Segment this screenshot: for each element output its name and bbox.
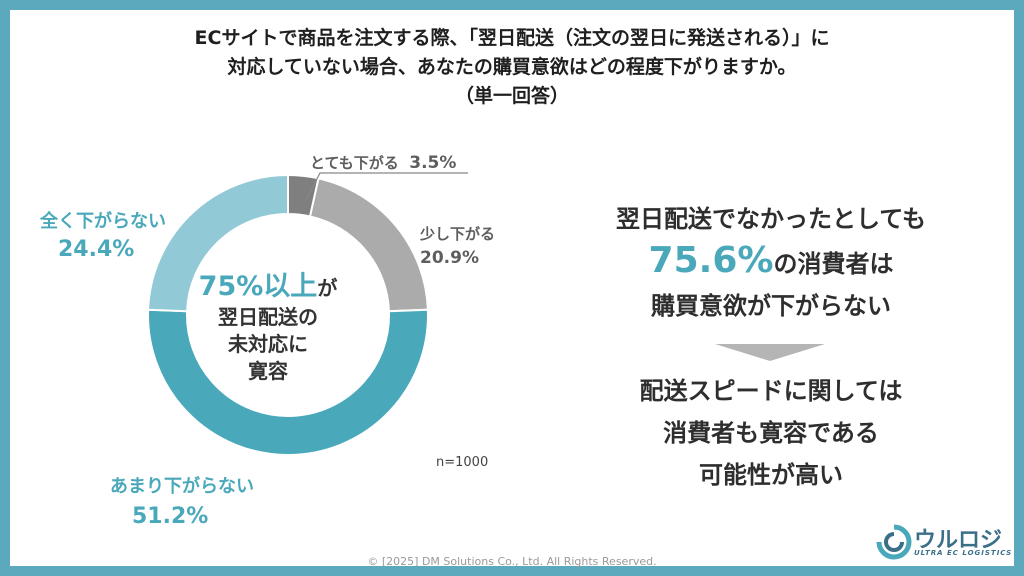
slide: ECサイトで商品を注文する際、「翌日配送（注文の翌日に発送される）」に 対応して… — [10, 10, 1014, 568]
label-very-down-value: 3.5% — [409, 153, 457, 173]
label-not-at-all-down-category: 全く下がらない — [40, 211, 166, 232]
label-not-much-down-value: 51.2% — [132, 504, 209, 529]
slice-not-much-down — [147, 308, 429, 456]
chart-title: ECサイトで商品を注文する際、「翌日配送（注文の翌日に発送される）」に 対応して… — [10, 24, 1014, 111]
summary-percentage: 75.6% — [648, 240, 774, 281]
title-line-3: （単一回答） — [454, 85, 569, 107]
label-slightly-down-category: 少し下がる — [420, 225, 496, 243]
leader-line — [305, 172, 468, 201]
summary-line-5: 消費者も寛容である — [663, 419, 879, 447]
label-not-at-all-down: 全く下がらない 24.4% — [40, 208, 166, 264]
logo-tagline: ULTRA EC LOGISTICS — [914, 549, 1013, 557]
label-slightly-down-value: 20.9% — [420, 248, 479, 268]
center-highlight: 75%以上 — [198, 271, 318, 302]
title-line-2: 対応していない場合、あなたの購買意欲はどの程度下がりますか。 — [227, 56, 797, 78]
label-not-much-down-category: あまり下がらない — [110, 476, 254, 497]
label-very-down: とても下がる 3.5% — [310, 152, 456, 173]
summary-line-1: 翌日配送でなかったとしても — [615, 205, 927, 233]
logo-name: ウルロジ — [914, 528, 1003, 553]
label-not-at-all-down-value: 24.4% — [58, 237, 135, 262]
summary-line-3: 購買意欲が下がらない — [651, 292, 891, 320]
label-very-down-category: とても下がる — [310, 154, 399, 172]
label-not-much-down: あまり下がらない 51.2% — [110, 472, 254, 532]
logo-mark-icon — [876, 524, 912, 560]
sample-size: n=1000 — [436, 455, 489, 470]
donut-center-text: 75%以上が 翌日配送の 未対応に 寛容 — [188, 270, 348, 385]
center-particle: が — [317, 276, 338, 300]
summary-line-2-rest: の消費者は — [773, 250, 894, 278]
summary-bottom: 配送スピードに関しては 消費者も寛容である 可能性が高い — [604, 370, 938, 496]
center-line-3: 未対応に — [228, 332, 308, 356]
center-line-2: 翌日配送の — [218, 305, 318, 329]
donut-chart — [147, 172, 468, 456]
copyright: © [2025] DM Solutions Co., Ltd. All Righ… — [367, 555, 657, 568]
label-slightly-down: 少し下がる 20.9% — [420, 222, 495, 270]
donut-slices — [147, 173, 429, 456]
summary-line-6: 可能性が高い — [699, 461, 843, 489]
summary-line-4: 配送スピードに関しては — [639, 377, 903, 405]
summary-top: 翌日配送でなかったとしても 75.6%の消費者は 購買意欲が下がらない — [604, 198, 938, 327]
center-line-4: 寛容 — [248, 359, 288, 383]
title-line-1: ECサイトで商品を注文する際、「翌日配送（注文の翌日に発送される）」に — [194, 27, 830, 49]
brand-logo: ウルロジ ULTRA EC LOGISTICS — [874, 520, 1014, 564]
slice-not-at-all-down — [147, 173, 289, 313]
down-arrow-icon — [715, 344, 825, 361]
